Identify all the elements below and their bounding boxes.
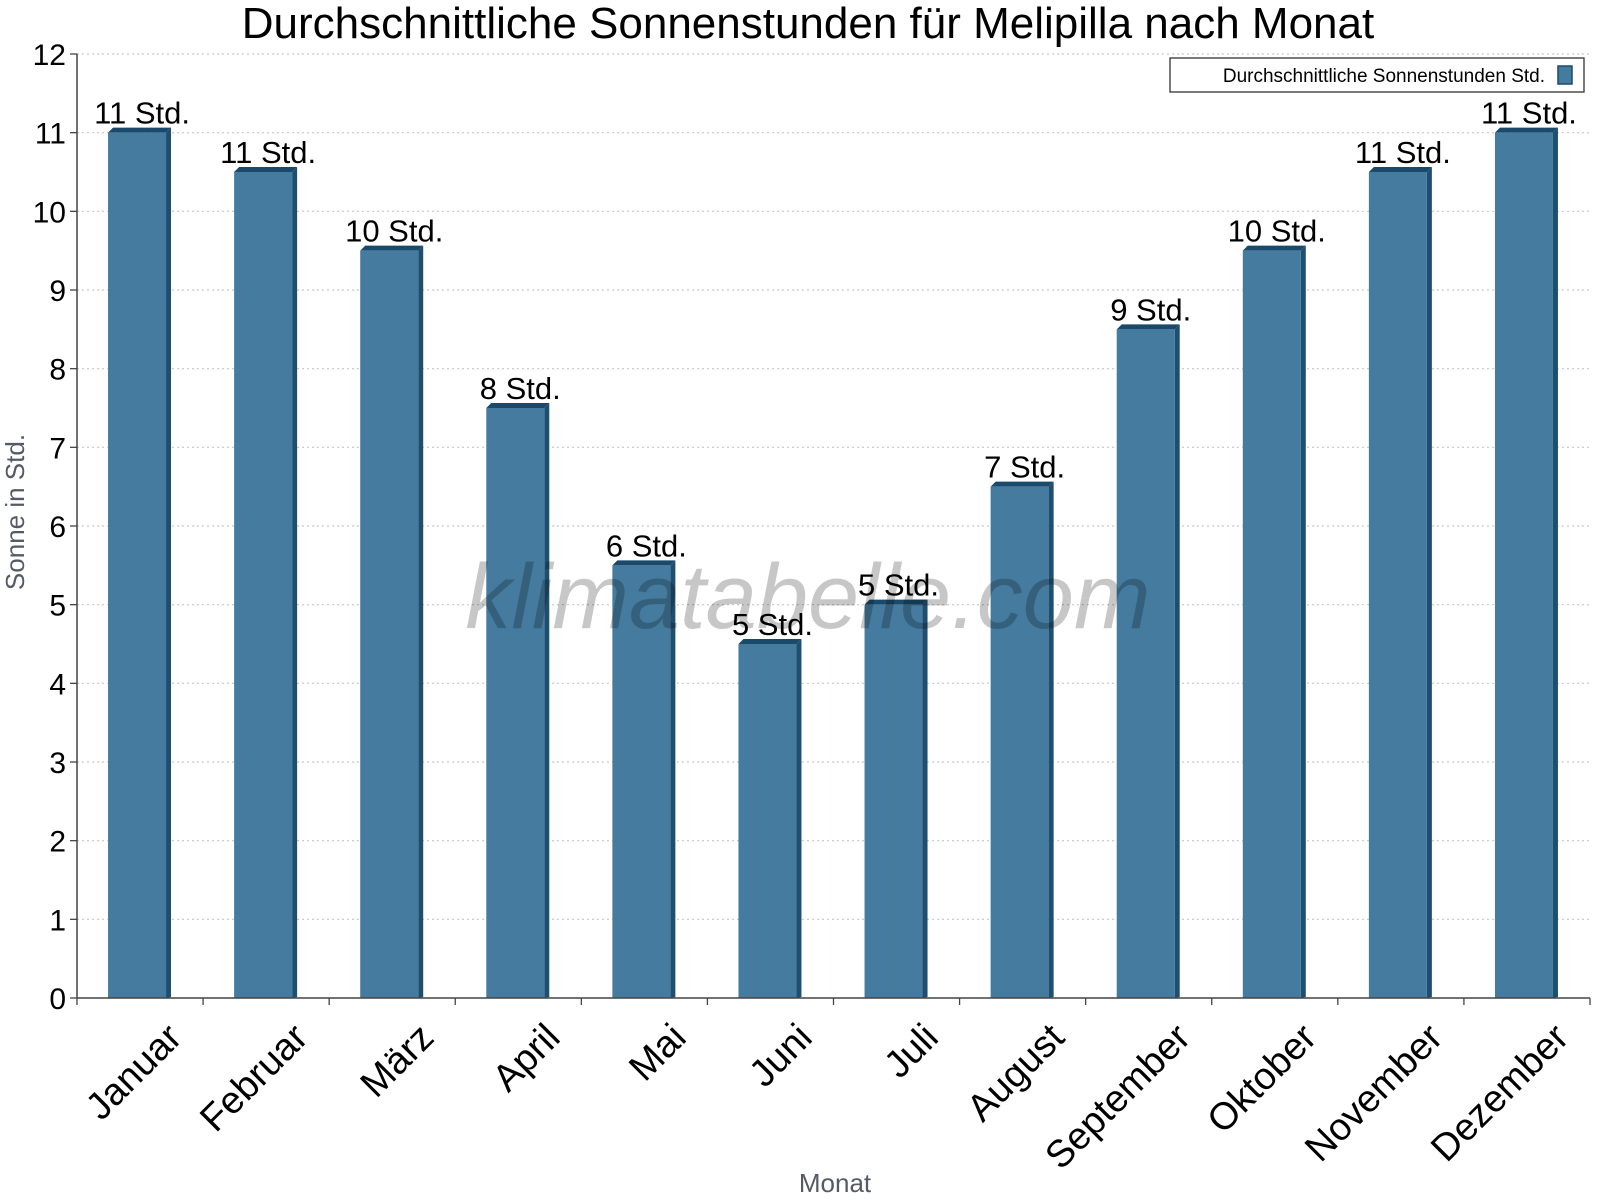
data-label: 11 Std.: [1481, 96, 1577, 131]
legend-swatch: [1557, 65, 1573, 85]
bar-top: [864, 599, 928, 605]
y-tick-label: 10: [33, 196, 66, 229]
data-label: 5 Std.: [858, 568, 939, 603]
data-labels: 11 Std. 11 Std. 10 Std. 8 Std. 6 Std. 5 Std. 5…: [94, 96, 1577, 642]
x-tick-label: Januar: [78, 1016, 190, 1128]
bar-top: [612, 560, 676, 566]
bar: [360, 245, 424, 998]
bar: [108, 127, 172, 998]
y-tick-label: 12: [33, 39, 66, 72]
x-axis-title: Monat: [799, 1168, 872, 1198]
bar-front: [1242, 250, 1301, 998]
bar: [864, 599, 928, 998]
x-tick-label: April: [485, 1016, 568, 1099]
y-tick-label: 3: [49, 747, 66, 780]
bar-front: [234, 172, 293, 998]
bar-front: [864, 604, 923, 998]
bar: [1116, 324, 1180, 998]
bar-front: [1116, 329, 1175, 998]
data-label: 5 Std.: [732, 607, 813, 642]
bar: [486, 403, 550, 998]
bar-side: [1174, 324, 1180, 998]
data-label: 10 Std.: [1228, 214, 1326, 249]
bar-front: [1494, 132, 1553, 998]
data-label: 11 Std.: [94, 96, 190, 131]
bars: [108, 127, 1558, 999]
bar: [234, 167, 298, 998]
x-tick-label: Februar: [192, 1016, 316, 1140]
bar: [1494, 127, 1558, 998]
y-tick-label: 1: [49, 904, 66, 937]
chart-title: Durchschnittliche Sonnenstunden für Meli…: [242, 0, 1374, 48]
x-tick-label: Mai: [621, 1016, 694, 1089]
bar-side: [670, 560, 676, 998]
bar-top: [1116, 324, 1180, 330]
data-label: 7 Std.: [984, 450, 1065, 485]
legend-box: [1169, 57, 1585, 93]
x-tick-label: August: [959, 1016, 1073, 1130]
x-tick-label: Juli: [877, 1016, 947, 1086]
y-axis-title: Sonne in Std.: [0, 434, 30, 590]
data-label: 10 Std.: [345, 214, 443, 249]
bar-side: [292, 167, 298, 998]
x-tick-label: März: [353, 1016, 442, 1105]
y-tick-label: 7: [49, 432, 66, 465]
bar-side: [1426, 167, 1432, 998]
data-label: 11 Std.: [1355, 135, 1451, 170]
bar-top: [486, 403, 550, 408]
bar-side: [1048, 481, 1054, 999]
legend: Durchschnittliche Sonnenstunden Std.: [1169, 57, 1585, 93]
bar: [990, 481, 1054, 999]
bar-top: [1494, 127, 1558, 133]
y-tick-label: 5: [49, 590, 66, 623]
bar: [738, 639, 802, 998]
bar-front: [486, 408, 545, 998]
data-label: 11 Std.: [220, 135, 316, 170]
x-tick-label: Oktober: [1200, 1016, 1326, 1142]
y-tick-label: 8: [49, 354, 66, 387]
legend-label: Durchschnittliche Sonnenstunden Std.: [1223, 66, 1545, 87]
data-label: 6 Std.: [606, 528, 687, 563]
bar-front: [990, 486, 1049, 998]
bar-side: [1300, 245, 1306, 998]
bar-top: [990, 481, 1054, 487]
y-tick-label: 11: [35, 118, 66, 151]
bar-side: [1552, 127, 1558, 998]
y-tick-label: 2: [49, 826, 66, 859]
bar-front: [738, 644, 797, 998]
watermark: klimatabelle.com: [465, 546, 1150, 648]
bar-top: [234, 167, 298, 172]
bar: [612, 560, 676, 998]
bar-side: [418, 245, 424, 998]
x-tick-label: Juni: [741, 1016, 820, 1095]
x-tick-label: Dezember: [1423, 1016, 1577, 1170]
data-label: 9 Std.: [1110, 292, 1191, 327]
bar-side: [796, 639, 802, 998]
y-tick-label: 6: [49, 511, 66, 544]
bar-front: [108, 132, 167, 998]
bar-top: [1242, 245, 1306, 251]
bar-top: [360, 245, 424, 251]
bar-front: [1368, 172, 1427, 998]
bar-side: [544, 403, 550, 998]
bar-front: [612, 565, 671, 998]
bar-top: [738, 639, 802, 644]
grid-lines: [77, 53, 1590, 920]
bar-front: [360, 250, 419, 998]
bar-side: [166, 127, 172, 998]
y-tick-label: 9: [49, 275, 66, 308]
y-tick-label: 4: [49, 668, 66, 701]
y-tick-label: 0: [49, 983, 66, 1016]
bar-top: [1368, 167, 1432, 172]
x-axis-ticks: Januar Februar März April Mai Juni Juli AugustS…: [76, 998, 1591, 1177]
x-tick-label: November: [1297, 1016, 1451, 1170]
bar: [1242, 245, 1306, 998]
bar-side: [922, 599, 928, 998]
data-label: 8 Std.: [480, 371, 561, 406]
bar: [1368, 167, 1432, 998]
bar-top: [108, 127, 172, 133]
